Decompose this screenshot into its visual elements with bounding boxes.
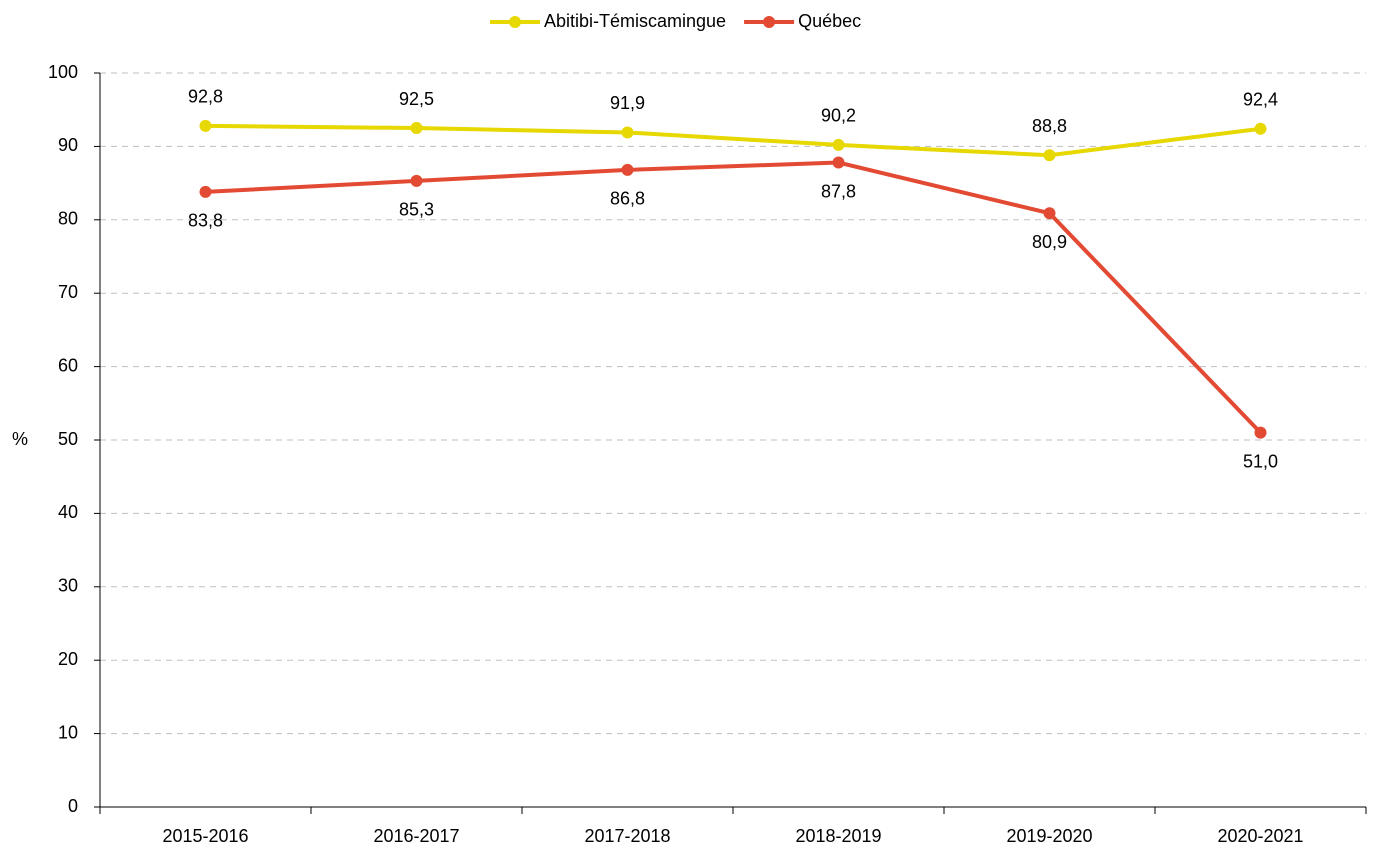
data-point [621, 126, 634, 139]
data-label: 51,0 [1243, 451, 1278, 471]
x-tick-label: 2016-2017 [373, 826, 459, 846]
data-label: 92,4 [1243, 90, 1278, 110]
y-tick-label: 40 [58, 502, 78, 522]
data-label: 86,8 [610, 189, 645, 209]
data-point [410, 174, 423, 187]
legend-marker [509, 16, 521, 28]
y-axis-label: % [12, 429, 28, 449]
y-tick-label: 70 [58, 282, 78, 302]
y-tick-label: 60 [58, 355, 78, 375]
series-line [205, 123, 1261, 158]
y-tick-label: 10 [58, 722, 78, 742]
data-point [199, 185, 212, 198]
data-label: 90,2 [821, 106, 856, 126]
y-tick-label: 30 [58, 576, 78, 596]
legend-label: Abitibi-Témiscamingue [544, 11, 726, 31]
data-point [832, 138, 845, 151]
x-tick-label: 2020-2021 [1217, 826, 1303, 846]
data-point [1254, 426, 1267, 439]
data-point [1043, 149, 1056, 162]
y-tick-label: 90 [58, 135, 78, 155]
data-label: 92,5 [399, 89, 434, 109]
legend-marker [763, 16, 776, 28]
data-label: 80,9 [1032, 232, 1067, 252]
data-point [621, 163, 634, 176]
y-tick-label: 100 [48, 62, 78, 82]
data-point [1043, 207, 1056, 220]
data-label: 88,8 [1032, 116, 1067, 136]
data-label: 87,8 [821, 181, 856, 201]
data-point [832, 156, 845, 169]
x-tick-label: 2018-2019 [795, 826, 881, 846]
y-tick-label: 50 [58, 429, 78, 449]
y-tick-label: 80 [58, 209, 78, 229]
data-label: 91,9 [610, 93, 645, 113]
x-tick-label: 2019-2020 [1006, 826, 1092, 846]
data-point [1254, 122, 1267, 135]
x-tick-label: 2015-2016 [162, 826, 248, 846]
legend-label: Québec [798, 11, 861, 31]
data-label: 83,8 [188, 211, 223, 231]
data-label: 85,3 [399, 200, 434, 220]
series-line [205, 160, 1262, 435]
y-tick-label: 20 [58, 649, 78, 669]
data-point [410, 122, 423, 135]
data-point [199, 119, 212, 132]
data-label: 92,8 [188, 87, 223, 107]
y-tick-label: 0 [68, 796, 78, 816]
x-tick-label: 2017-2018 [584, 826, 670, 846]
